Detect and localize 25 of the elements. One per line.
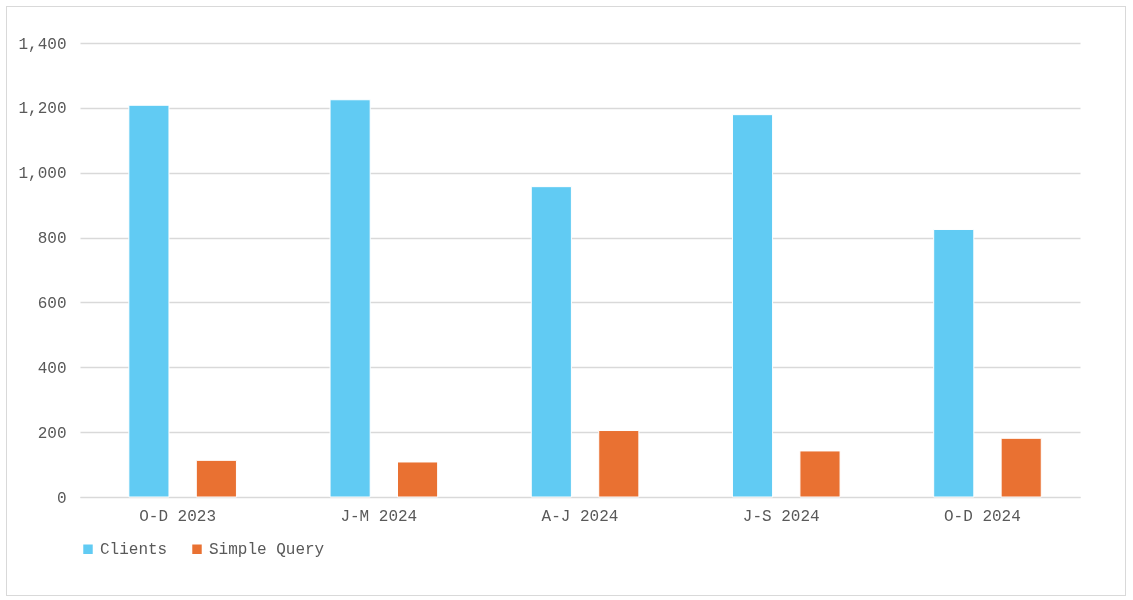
y-tick-label: 1,400 [18,35,67,54]
y-tick-label: 0 [56,489,67,508]
legend-label: Clients [100,541,168,560]
legend-label: Simple Query [209,541,325,560]
y-tick-label: 1,200 [18,100,67,119]
y-tick-label: 600 [37,294,67,313]
bar [397,461,439,498]
x-tick-label: J-M 2024 [340,507,418,526]
bar [933,228,975,498]
y-tick-label: 800 [37,230,67,249]
bar [1000,437,1042,498]
bar [128,104,170,498]
bar [530,186,572,498]
y-tick-label: 200 [37,424,67,443]
x-tick-label: O-D 2024 [944,507,1021,526]
bar [799,450,841,498]
x-tick-label: A-J 2024 [541,507,619,526]
bar [731,114,774,498]
y-tick-label: 400 [37,359,67,378]
bar [195,459,237,498]
x-tick-label: O-D 2023 [139,507,216,526]
bar [329,99,371,498]
x-tick-label: J-S 2024 [742,507,820,526]
y-tick-label: 1,000 [18,165,67,184]
bar [598,430,640,498]
